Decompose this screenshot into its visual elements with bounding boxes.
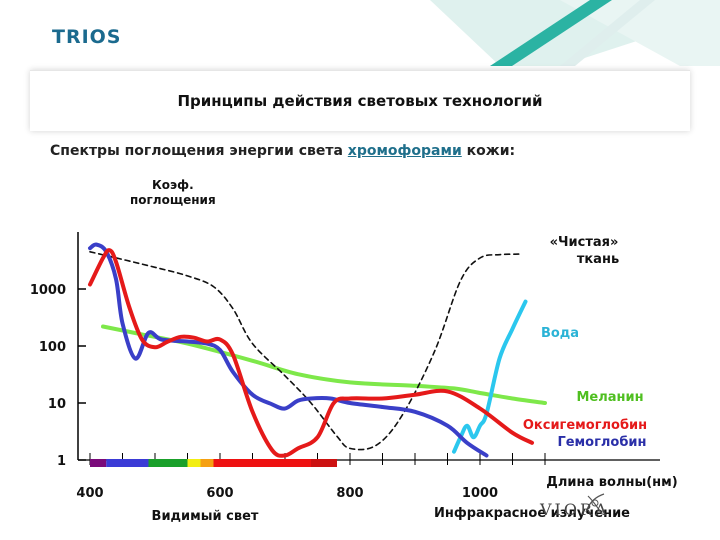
subtitle-prefix: Спектры поглощения энергии света	[50, 143, 343, 159]
spectrum-band	[200, 459, 214, 467]
trios-logo: TRIOS	[52, 26, 122, 48]
slide-title: Принципы действия световых технологий	[177, 92, 543, 110]
series-label: Вода	[541, 326, 579, 341]
x-axis-label: Длина волны(нм)	[546, 475, 677, 490]
x-tick-label: 1000	[462, 486, 498, 501]
x-tick-label: 600	[206, 486, 233, 501]
y-tick-label: 100	[39, 340, 66, 355]
header-decoration	[430, 0, 720, 66]
viora-logo: VIORA	[540, 500, 610, 519]
spectrum-band	[213, 459, 311, 467]
spectrum-band	[187, 459, 201, 467]
spectrum-band	[148, 459, 188, 467]
spectrum-band	[311, 459, 337, 467]
series-label: Гемоглобин	[557, 435, 646, 450]
x-tick-label: 800	[336, 486, 363, 501]
series-label: «Чистая»	[550, 235, 619, 250]
series-label: ткань	[577, 252, 619, 267]
subtitle-suffix: кожи:	[466, 143, 516, 159]
series-label: Оксигемоглобин	[523, 418, 647, 433]
series-line	[88, 248, 534, 458]
y-tick-label: 10	[48, 397, 66, 412]
spectrum-band	[106, 459, 149, 467]
y-tick-label: 1000	[30, 283, 66, 298]
y-axis-label-line2: поглощения	[130, 193, 216, 207]
series-line	[89, 251, 520, 451]
viora-logo-mark	[585, 493, 605, 515]
y-axis-label-line1: Коэф.	[152, 178, 194, 192]
y-tick-label: 1	[57, 454, 66, 469]
series-label: Меланин	[576, 390, 643, 405]
series-line	[101, 324, 547, 405]
region-label-infrared: Инфракрасное излучение	[434, 506, 630, 521]
region-label-visible: Видимый свет	[152, 509, 259, 524]
title-panel	[30, 70, 690, 131]
chromophores-link[interactable]: хромофорами	[347, 143, 462, 159]
y-axis-label: Коэф. поглощения	[130, 178, 216, 208]
slide-subtitle: Спектры поглощения энергии света хромофо…	[50, 143, 515, 159]
x-tick-label: 400	[76, 486, 103, 501]
series-line	[452, 299, 528, 454]
series-line	[88, 242, 489, 458]
spectrum-band	[90, 459, 107, 467]
